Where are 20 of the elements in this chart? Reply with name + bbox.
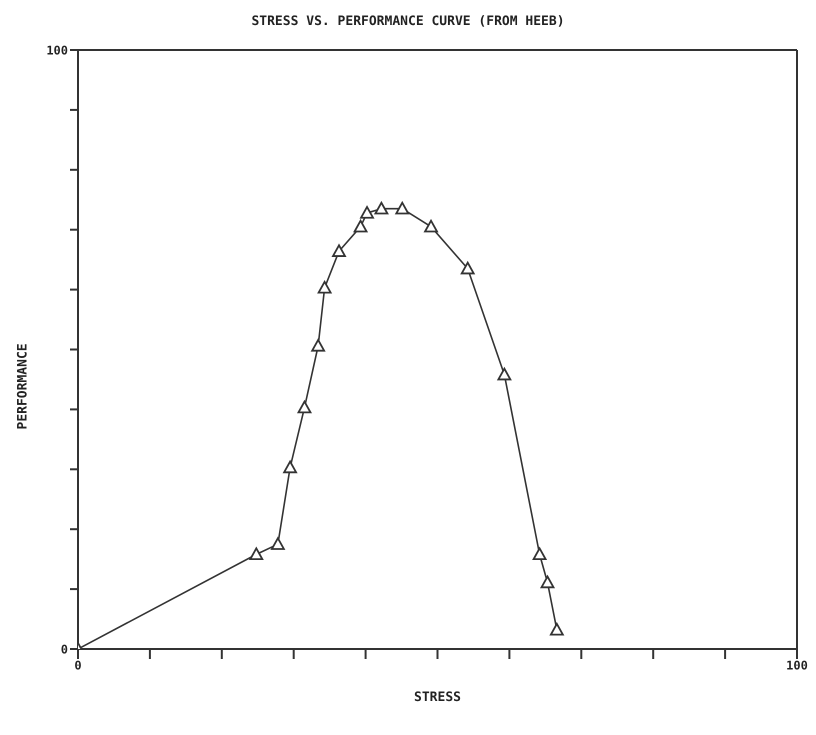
point bbox=[532, 547, 546, 560]
point bbox=[360, 206, 374, 219]
point bbox=[249, 547, 264, 560]
point bbox=[424, 220, 438, 232]
point bbox=[311, 339, 326, 352]
point bbox=[270, 537, 285, 550]
point bbox=[332, 244, 346, 257]
point bbox=[460, 262, 475, 274]
point bbox=[540, 576, 554, 588]
point bbox=[374, 202, 388, 214]
point bbox=[298, 400, 312, 414]
point bbox=[283, 460, 298, 474]
point bbox=[395, 202, 410, 214]
x-axis-title: STRESS bbox=[414, 690, 462, 705]
point bbox=[497, 368, 512, 380]
y-axis-title: PERFORMANCE bbox=[16, 343, 31, 430]
chart-title: STRESS VS. PERFORMANCE CURVE (FROM HEEB) bbox=[250, 13, 566, 29]
point bbox=[550, 622, 564, 636]
point bbox=[354, 220, 368, 232]
point bbox=[318, 280, 332, 294]
